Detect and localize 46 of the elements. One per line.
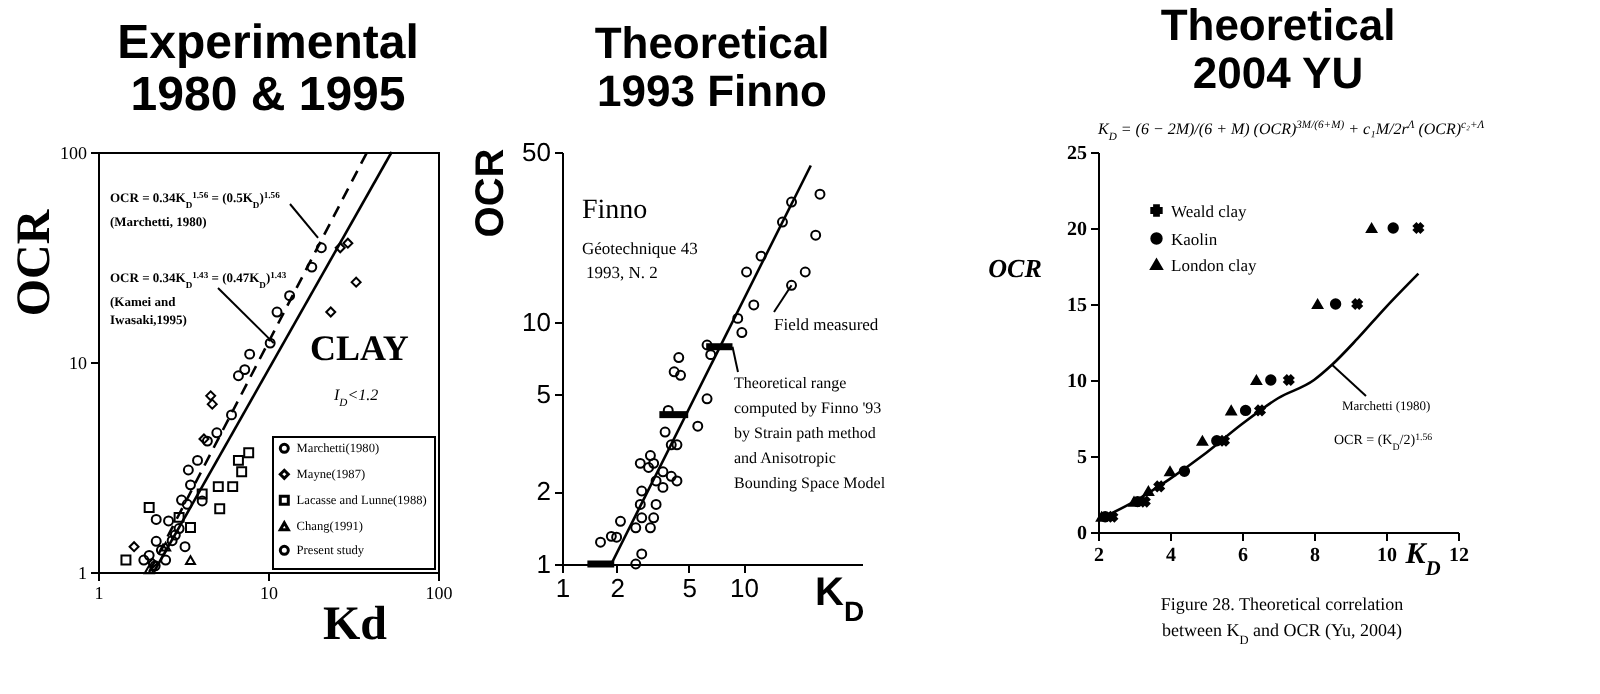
- x-tick-label: 12: [1449, 545, 1469, 567]
- y-tick-label: 2: [536, 476, 551, 506]
- y-tick-label: 10: [69, 353, 88, 373]
- y-tick-label: 10: [522, 306, 551, 337]
- y-axis-title: OCR: [469, 147, 513, 238]
- y-tick-label: 20: [1067, 219, 1087, 241]
- y-axis-title: OCR: [9, 208, 61, 317]
- x-axis-title: Kd: [322, 599, 389, 651]
- x-tick-label: 8: [1310, 545, 1320, 567]
- chart-title: Theoretical 1993 Finno: [594, 18, 830, 116]
- annotation: Theoretical range computed by Finno '93 by Strain path method and Anisotropic Bounding Space Model: [734, 374, 887, 492]
- x-axis-title: K$_{D}$: [1403, 539, 1442, 580]
- x-tick-label: 2: [1094, 545, 1104, 567]
- y-tick-label: 5: [536, 379, 551, 410]
- annotation: CLAY: [310, 328, 409, 368]
- x-tick-label: 10: [260, 583, 279, 603]
- annotation: 1993, N. 2: [586, 262, 658, 282]
- y-tick-label: 50: [522, 137, 551, 167]
- y-axis-title: OCR: [988, 253, 1043, 283]
- y-tick-label: 25: [1067, 143, 1087, 165]
- x-tick-label: 1: [94, 583, 104, 603]
- x-axis-title: K$_{D}$: [815, 571, 865, 627]
- chart-title: Experimental 1980 & 1995: [117, 16, 419, 122]
- y-tick-label: 100: [60, 143, 88, 163]
- legend-label: London clay: [1171, 254, 1258, 275]
- x-tick-label: 6: [1238, 545, 1248, 567]
- x-tick-label: 4: [1166, 545, 1176, 567]
- caption: Figure 28. Theoretical correlation between K$_{D}$ and OCR (Yu, 2004): [1160, 594, 1405, 647]
- x-tick-label: 10: [1377, 545, 1397, 567]
- y-tick-label: 5: [1077, 447, 1087, 469]
- legend-label: Kaolin: [1171, 228, 1219, 249]
- annotation: Finno: [582, 196, 648, 226]
- x-tick-label: 5: [682, 573, 698, 603]
- annotation: I$_{D}$<1.2: [332, 386, 379, 410]
- annotation: Géotechnique 43: [582, 238, 698, 258]
- y-tick-label: 10: [1067, 371, 1087, 393]
- text: K$_{D}$ = (6 − 2M)/(6 + M) (OCR)$^{3M/(6+M)}$ + c₁M/2r$^{Λ}$ (OCR)$^{c₂+Λ}$: [1096, 120, 1486, 144]
- y-tick-label: 0: [1077, 523, 1087, 545]
- annotation: Field measured: [774, 314, 880, 334]
- x-tick-label: 2: [610, 573, 625, 603]
- x-tick-label: 100: [425, 583, 454, 603]
- legend-label: Weald clay: [1171, 200, 1249, 221]
- x-tick-label: 1: [555, 573, 571, 603]
- y-tick-label: 15: [1067, 295, 1087, 317]
- x-tick-label: 10: [730, 573, 759, 603]
- chart-title: Theoretical 2004 YU: [1160, 0, 1396, 98]
